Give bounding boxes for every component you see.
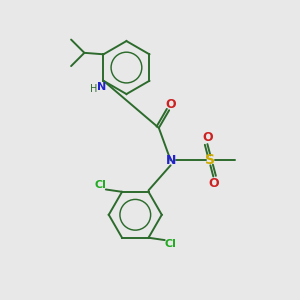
Text: S: S bbox=[206, 153, 215, 167]
Text: H: H bbox=[90, 84, 98, 94]
Text: N: N bbox=[165, 154, 176, 167]
Text: Cl: Cl bbox=[165, 239, 176, 250]
Text: N: N bbox=[98, 82, 106, 92]
Text: O: O bbox=[202, 131, 213, 144]
Text: Cl: Cl bbox=[94, 180, 106, 190]
Text: O: O bbox=[208, 177, 219, 190]
Text: O: O bbox=[165, 98, 176, 111]
